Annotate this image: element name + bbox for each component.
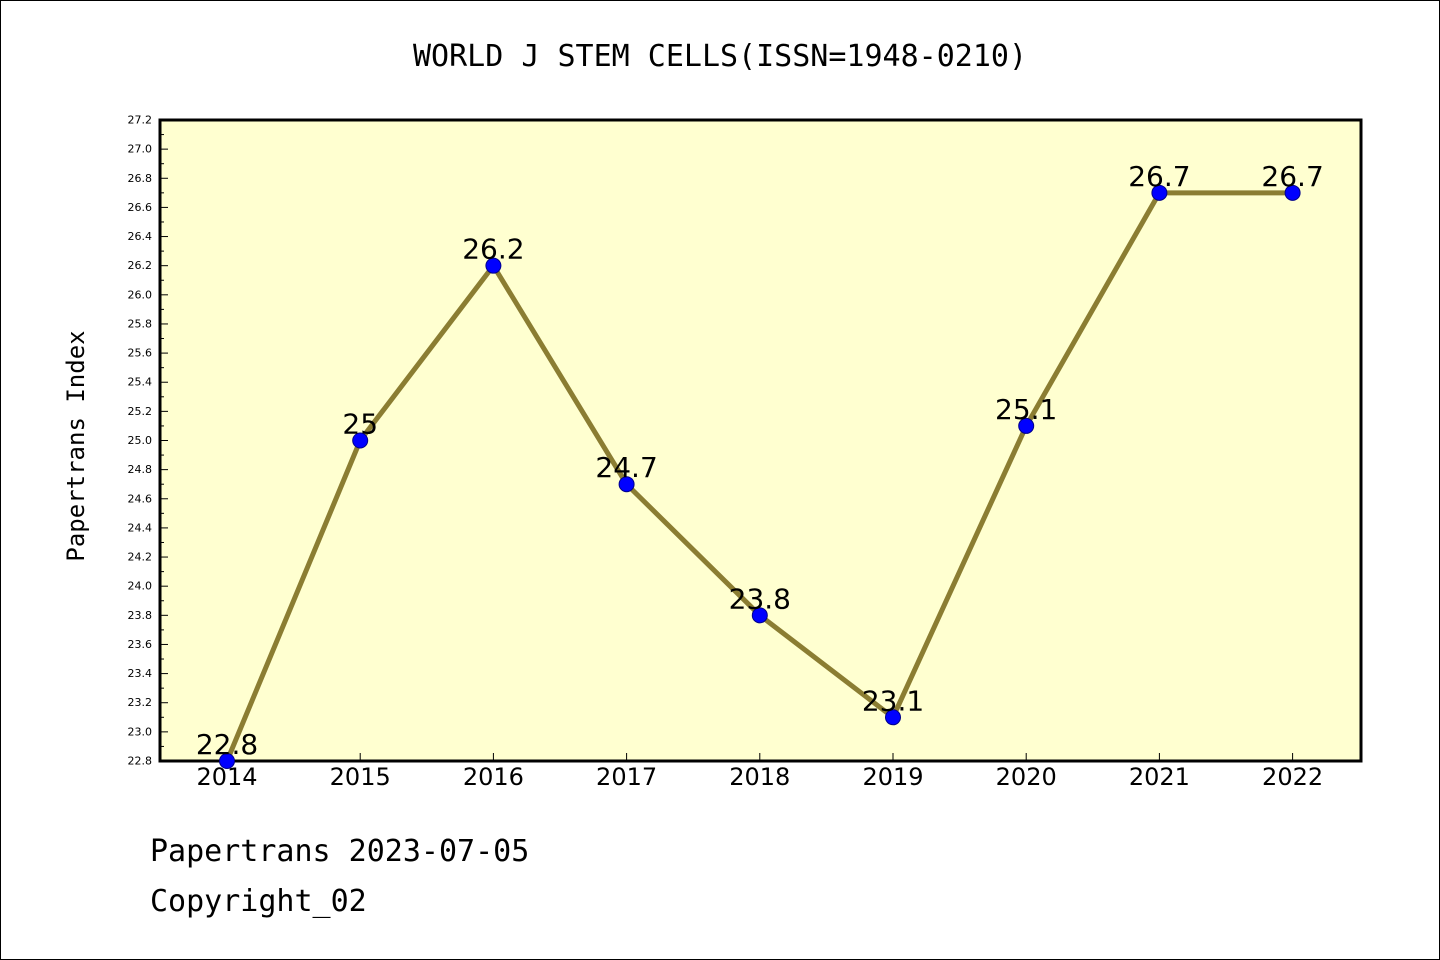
- data-point-2016: [485, 257, 502, 274]
- data-point-2018: [751, 607, 768, 624]
- y-tick-label: 26.2: [128, 259, 153, 272]
- x-axis-ticks: 2014 2015 2016 2017 2018 2019 2020 2021 2022: [196, 753, 1323, 791]
- data-point-2022: [1284, 184, 1301, 201]
- y-tick-label: 27.2: [128, 114, 153, 127]
- x-tick-label: 2022: [1262, 763, 1323, 791]
- data-label-2018: 23.8: [729, 582, 791, 615]
- data-label-2019: 23.1: [862, 684, 924, 717]
- data-point-2017: [618, 476, 635, 493]
- y-tick-label: 24.8: [128, 463, 153, 476]
- y-tick-label: 23.6: [128, 638, 153, 651]
- footer-date: Papertrans 2023-07-05: [150, 834, 530, 869]
- data-label-2014: 22.8: [196, 728, 258, 761]
- data-label-2015: 25: [342, 408, 378, 441]
- footer-copyright: Copyright_02: [150, 884, 367, 919]
- data-label-2020: 25.1: [995, 393, 1057, 426]
- data-point-2019: [885, 709, 901, 726]
- data-label-2022: 26.7: [1261, 160, 1323, 193]
- y-tick-label: 24.2: [128, 551, 153, 564]
- x-tick-label: 2018: [729, 763, 790, 791]
- y-tick-label: 23.0: [128, 725, 153, 738]
- y-tick-label: 26.8: [128, 172, 153, 185]
- y-tick-label: 23.2: [128, 696, 153, 709]
- y-tick-label: 23.8: [128, 609, 153, 622]
- y-tick-label: 23.4: [128, 667, 153, 680]
- y-tick-label: 27.0: [128, 143, 153, 156]
- x-tick-label: 2019: [862, 763, 923, 791]
- data-label-2017: 24.7: [595, 451, 657, 484]
- data-point-2015: [352, 432, 369, 449]
- x-tick-label: 2020: [996, 763, 1057, 791]
- data-label-2021: 26.7: [1128, 160, 1190, 193]
- plot-area: [158, 118, 1363, 763]
- x-tick-label: 2021: [1129, 763, 1190, 791]
- x-tick-label: 2017: [596, 763, 657, 791]
- chart-title: WORLD J STEM CELLS(ISSN=1948-0210): [413, 39, 1027, 74]
- x-tick-label: 2016: [463, 763, 524, 791]
- data-series: 22.8 25 26.2 24.7 23.8 23.1 25.1 26.7 26.7: [196, 160, 1324, 769]
- y-tick-label: 25.8: [128, 317, 153, 330]
- y-axis-ticks: 22.8 23.0 23.2 23.4 23.6 23.8 24.0 24.2 24.4 24.6…: [128, 114, 168, 768]
- y-tick-label: 26.6: [128, 201, 153, 214]
- data-label-2016: 26.2: [462, 233, 524, 266]
- data-point-2020: [1018, 417, 1035, 434]
- y-tick-label: 25.4: [128, 376, 153, 389]
- y-tick-label: 25.6: [128, 347, 153, 360]
- data-point-2014: [219, 753, 235, 769]
- y-tick-label: 25.2: [128, 405, 153, 418]
- y-axis-label: Papertrans Index: [62, 330, 90, 561]
- y-tick-label: 25.0: [128, 434, 153, 447]
- x-tick-label: 2015: [330, 763, 391, 791]
- y-tick-label: 22.8: [128, 755, 153, 768]
- y-tick-label: 26.0: [128, 288, 153, 301]
- data-point-2021: [1151, 184, 1168, 201]
- y-tick-label: 24.4: [128, 521, 153, 534]
- y-tick-label: 24.6: [128, 492, 153, 505]
- y-tick-label: 26.4: [128, 230, 153, 243]
- y-tick-label: 24.0: [128, 580, 153, 593]
